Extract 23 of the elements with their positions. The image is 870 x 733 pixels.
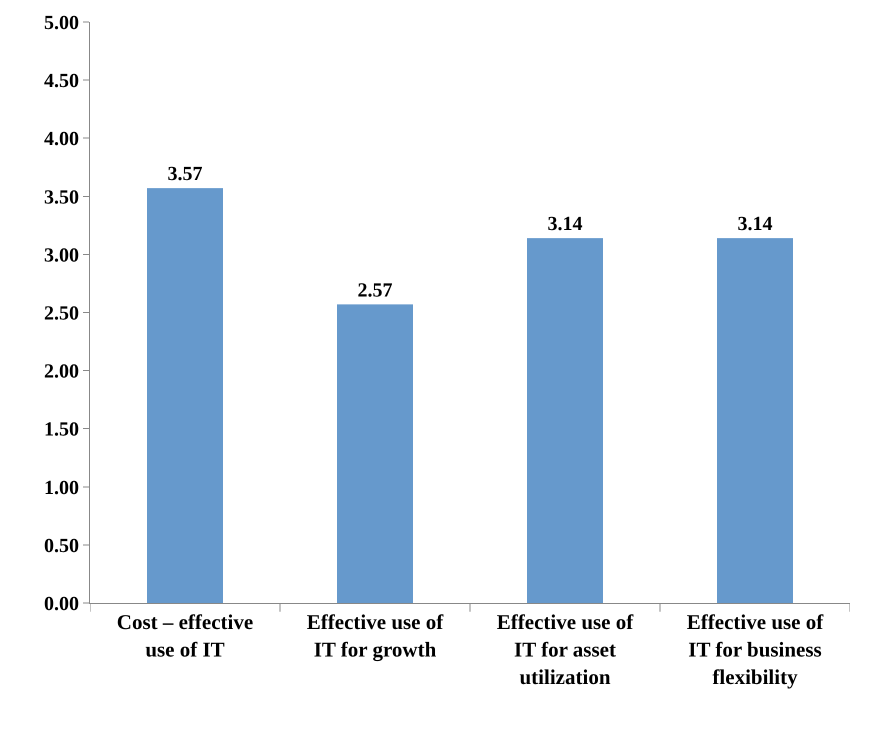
x-tick-label: Effective use of IT for growth	[306, 610, 444, 662]
data-label: 3.14	[548, 213, 582, 236]
data-label: 2.57	[358, 279, 392, 302]
y-tick-label: 4.50	[44, 70, 79, 92]
y-tick-label: 2.00	[44, 360, 79, 383]
bar	[147, 188, 223, 603]
y-tick-label: 5.00	[44, 12, 79, 34]
y-tick-label: 1.50	[44, 418, 79, 441]
bar	[527, 238, 603, 603]
data-label: 3.14	[738, 213, 772, 236]
bar	[337, 304, 413, 603]
x-tick-label: Effective use of IT for asset utilization	[496, 610, 634, 689]
y-tick-label: 0.00	[44, 593, 79, 615]
bar	[717, 238, 793, 603]
y-tick-label: 1.00	[44, 476, 79, 499]
data-label: 3.57	[168, 163, 202, 186]
y-tick-label: 4.00	[44, 128, 79, 150]
y-tick-label: 3.50	[44, 186, 79, 208]
y-tick-label: 2.50	[44, 302, 79, 324]
y-tick-label: 3.00	[44, 244, 79, 266]
y-tick-label: 0.50	[44, 534, 79, 557]
x-tick-label: Effective use of IT for business flexibility	[686, 610, 824, 689]
x-tick-label: Cost – effective use of IT	[116, 610, 254, 662]
